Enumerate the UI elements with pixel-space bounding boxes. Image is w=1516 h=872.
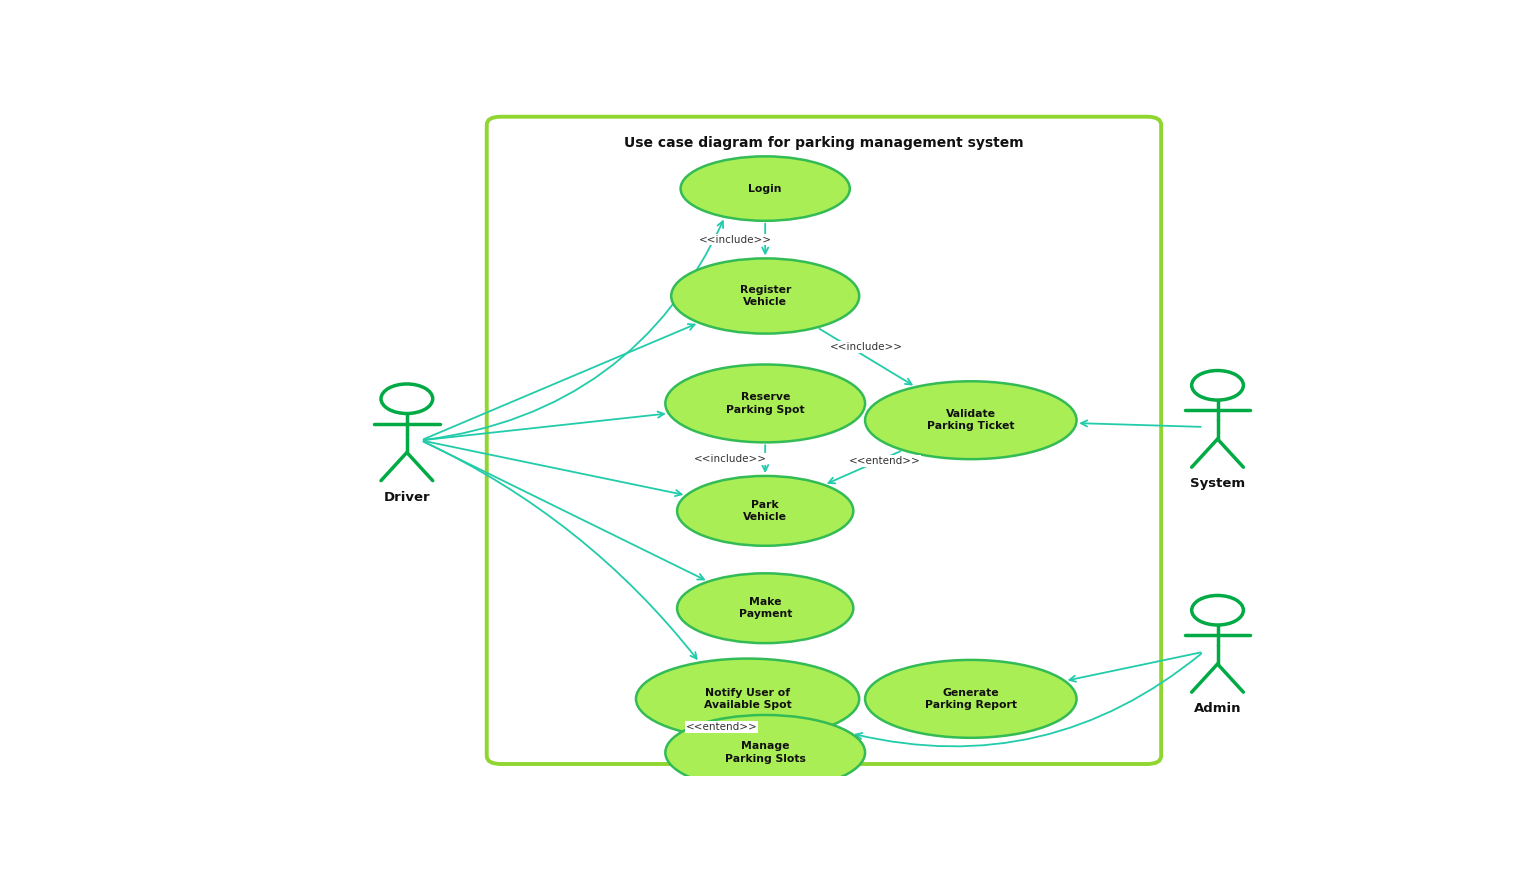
Text: Admin: Admin	[1193, 702, 1242, 715]
Text: <<include>>: <<include>>	[829, 342, 904, 352]
Ellipse shape	[678, 573, 854, 644]
Text: Register
Vehicle: Register Vehicle	[740, 285, 791, 307]
Ellipse shape	[866, 660, 1076, 738]
Text: Driver: Driver	[384, 491, 431, 504]
Text: Login: Login	[749, 184, 782, 194]
Text: Validate
Parking Ticket: Validate Parking Ticket	[928, 409, 1014, 432]
Text: <<entend>>: <<entend>>	[849, 456, 920, 466]
Text: <<include>>: <<include>>	[699, 235, 772, 245]
Ellipse shape	[637, 658, 860, 739]
Text: <<entend>>: <<entend>>	[685, 722, 758, 732]
Ellipse shape	[666, 715, 866, 790]
Ellipse shape	[672, 258, 860, 334]
Text: Manage
Parking Slots: Manage Parking Slots	[725, 741, 805, 764]
Text: Make
Payment: Make Payment	[738, 597, 791, 619]
Text: Generate
Parking Report: Generate Parking Report	[925, 688, 1017, 710]
Ellipse shape	[866, 381, 1076, 460]
Text: Reserve
Parking Spot: Reserve Parking Spot	[726, 392, 805, 414]
FancyBboxPatch shape	[487, 117, 1161, 764]
Ellipse shape	[666, 364, 866, 442]
Text: <<include>>: <<include>>	[693, 454, 767, 464]
Ellipse shape	[681, 156, 850, 221]
Text: Park
Vehicle: Park Vehicle	[743, 500, 787, 522]
Ellipse shape	[678, 476, 854, 546]
Text: Notify User of
Available Spot: Notify User of Available Spot	[703, 688, 791, 710]
Text: System: System	[1190, 477, 1245, 490]
Text: Use case diagram for parking management system: Use case diagram for parking management …	[625, 135, 1023, 149]
